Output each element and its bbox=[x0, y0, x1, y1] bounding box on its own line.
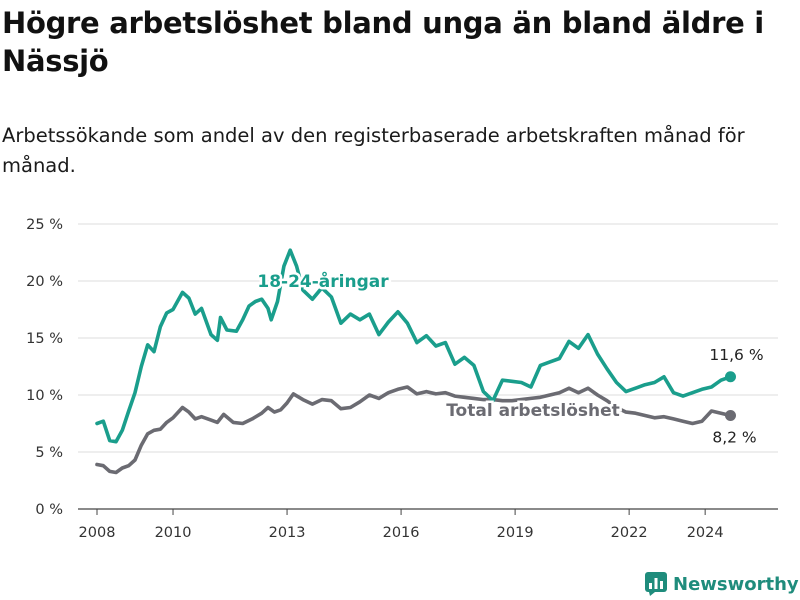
series-end-point bbox=[724, 410, 736, 422]
end-label-total: 8,2 % bbox=[712, 429, 756, 447]
newsworthy-logo-icon bbox=[645, 572, 667, 596]
x-tick-label: 2024 bbox=[687, 525, 724, 541]
series-end-point bbox=[724, 371, 736, 383]
x-tick-label: 2008 bbox=[79, 525, 116, 541]
x-tick-label: 2013 bbox=[269, 525, 306, 541]
end-label-youth: 11,6 % bbox=[709, 346, 763, 364]
chart-title: Högre arbetslöshet bland unga än bland ä… bbox=[2, 6, 764, 78]
y-tick-label: 15 % bbox=[26, 331, 63, 347]
x-tick-label: 2010 bbox=[155, 525, 192, 541]
series-line bbox=[95, 248, 733, 444]
y-tick-label: 5 % bbox=[35, 445, 63, 461]
y-tick-label: 25 % bbox=[26, 217, 63, 233]
y-tick-label: 20 % bbox=[26, 274, 63, 290]
series-label-youth: 18-24-åringar bbox=[257, 270, 389, 292]
series-line bbox=[95, 385, 733, 475]
brand: Newsworthy bbox=[645, 571, 799, 597]
x-axis-ticks: 2008 2010 2013 2016 2019 2022 2024 bbox=[79, 509, 724, 541]
y-tick-label: 0 % bbox=[35, 502, 63, 518]
x-tick-label: 2016 bbox=[383, 525, 420, 541]
y-tick-label: 10 % bbox=[26, 388, 63, 404]
chart-subtitle: Arbetssökande som andel av den registerb… bbox=[2, 124, 745, 177]
series-labels: 18-24-åringar Total arbetslöshet 11,6 % 8,2… bbox=[255, 268, 764, 447]
series-lines bbox=[95, 248, 736, 475]
x-tick-label: 2019 bbox=[497, 525, 534, 541]
series-label-total: Total arbetslöshet bbox=[446, 401, 620, 421]
y-axis-ticks: 0 % 5 % 10 % 15 % 20 % 25 % bbox=[26, 217, 63, 518]
grid-lines bbox=[78, 223, 778, 510]
brand-name: Newsworthy bbox=[673, 573, 799, 595]
x-tick-label: 2022 bbox=[611, 525, 648, 541]
